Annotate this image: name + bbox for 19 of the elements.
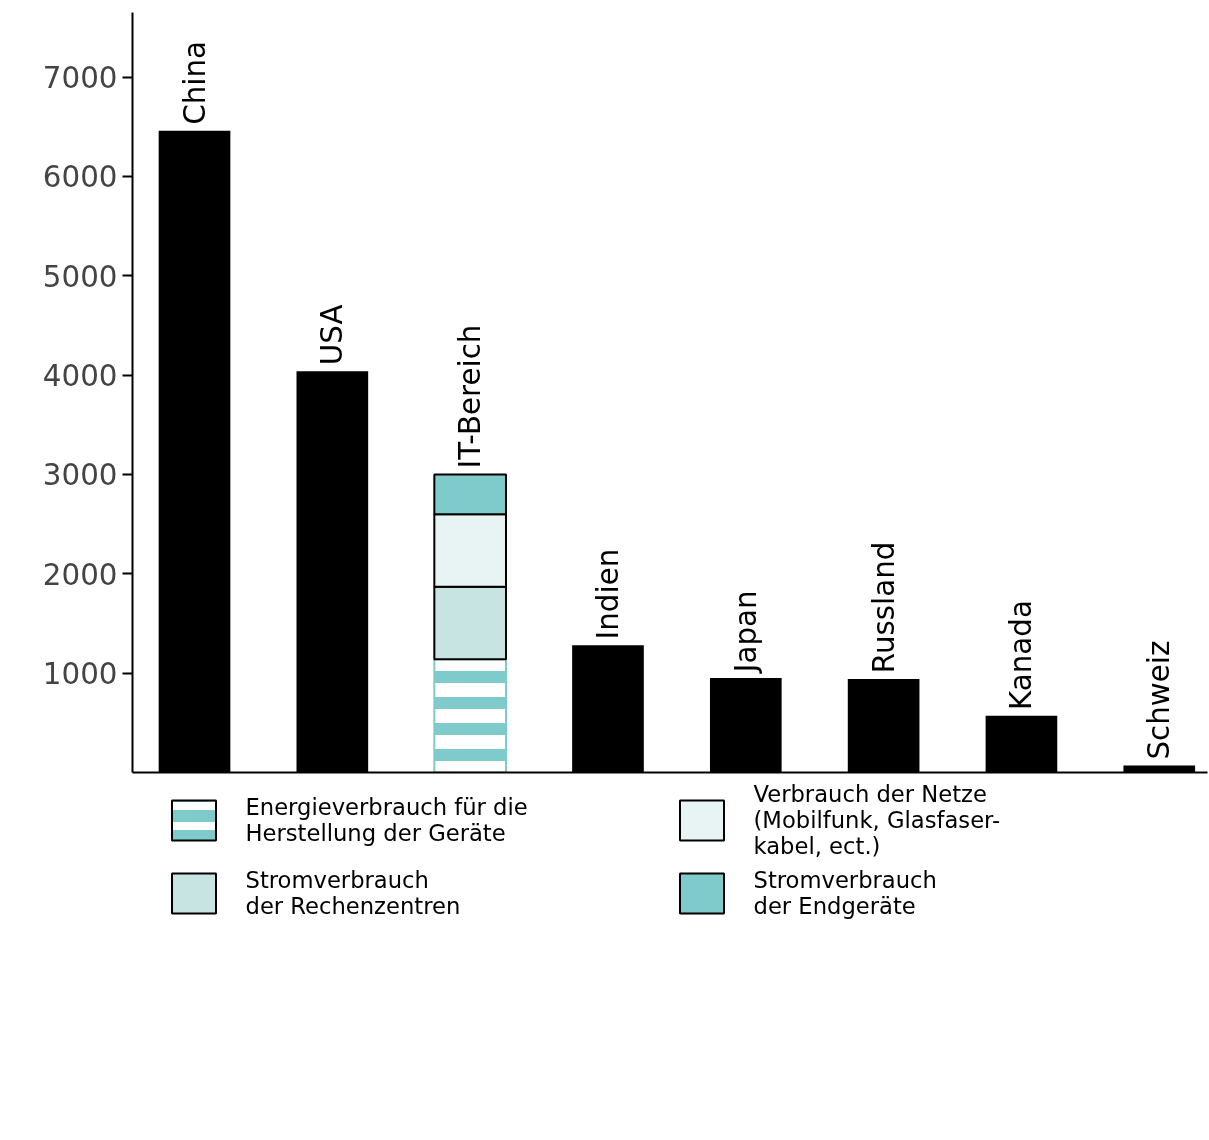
x-tick-label: Russland: [866, 541, 901, 674]
y-tick-label: 5000: [42, 259, 118, 294]
x-tick-label: Kanada: [1004, 600, 1039, 710]
legend-label: Verbrauch der Netze (Mobilfunk, Glasfaser- kabel, ect.): [753, 781, 1002, 859]
x-tick-label: IT-Bereich: [453, 324, 488, 469]
legend-label: Stromverbrauch der Endgeräte: [753, 867, 938, 919]
x-tick-label: Japan: [728, 590, 763, 675]
x-tick-label: USA: [315, 304, 350, 366]
x-tick-label: China: [177, 40, 212, 125]
y-tick-label: 4000: [42, 359, 118, 394]
x-tick-label: Schweiz: [1142, 640, 1177, 760]
legend-label: Energieverbrauch für die Herstellung der Geräte: [245, 794, 529, 846]
y-tick-label: 6000: [42, 160, 118, 195]
y-tick-label: 7000: [42, 61, 118, 96]
x-tick-label: Indien: [590, 548, 625, 640]
y-tick-label: 1000: [42, 657, 118, 692]
legend-label: Stromverbrauch der Rechenzentren: [245, 867, 462, 919]
y-tick-label: 2000: [42, 557, 118, 592]
y-tick-label: 3000: [42, 458, 118, 493]
